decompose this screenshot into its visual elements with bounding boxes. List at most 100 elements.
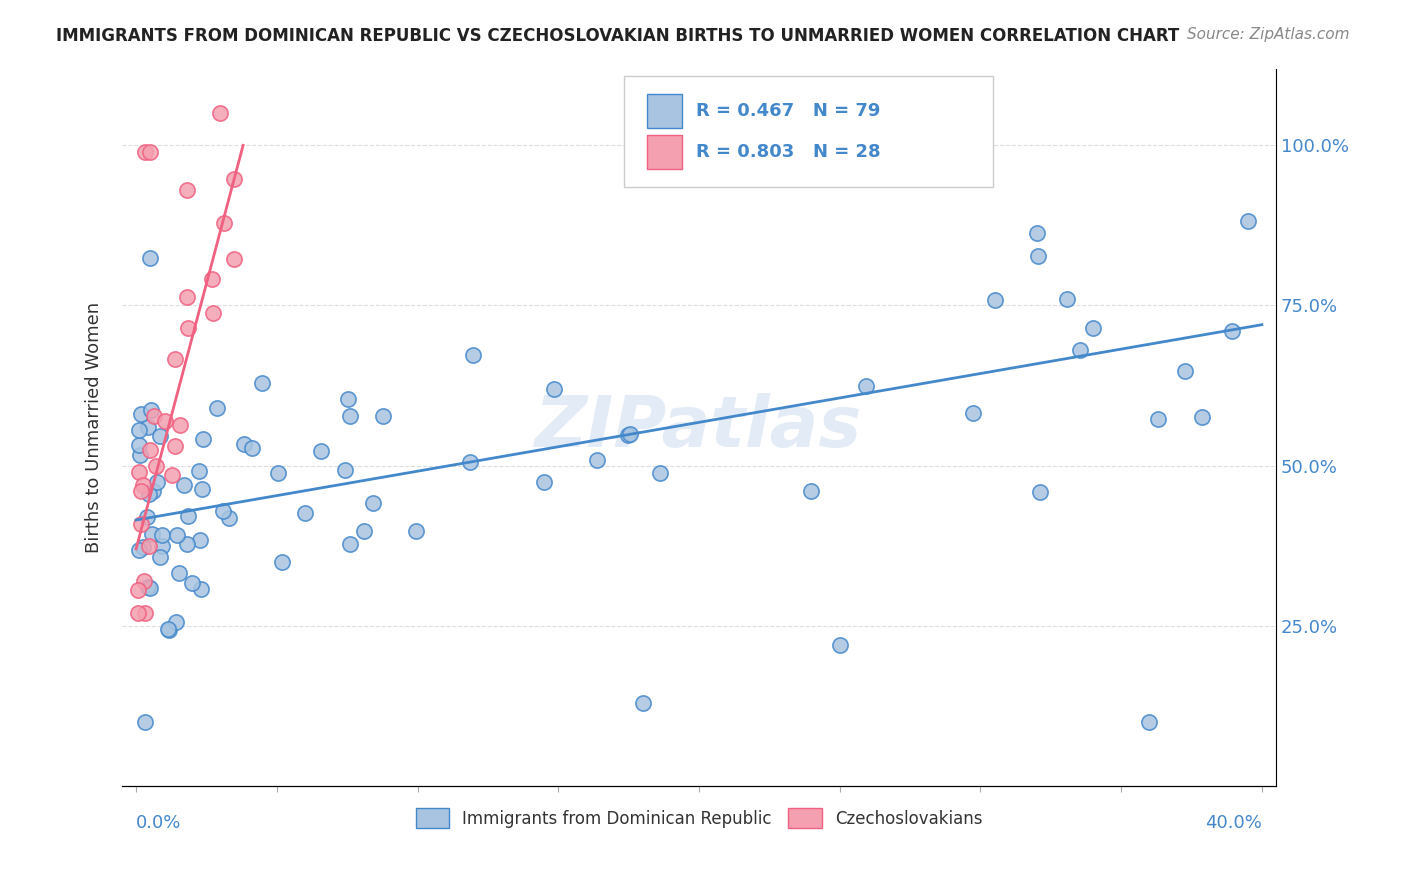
Point bbox=[165, 615, 187, 629]
Point bbox=[143, 409, 166, 424]
Point bbox=[211, 504, 233, 518]
Point bbox=[145, 459, 167, 474]
Point bbox=[176, 290, 198, 304]
Point bbox=[222, 252, 245, 267]
Text: R = 0.467   N = 79: R = 0.467 N = 79 bbox=[696, 102, 880, 120]
Text: ZIPatlas: ZIPatlas bbox=[536, 392, 863, 462]
Point bbox=[190, 533, 212, 548]
Point bbox=[1069, 343, 1091, 358]
Point bbox=[648, 467, 671, 481]
Point bbox=[828, 638, 851, 652]
Y-axis label: Births to Unmarried Women: Births to Unmarried Women bbox=[86, 301, 103, 553]
Point bbox=[339, 537, 361, 551]
Point bbox=[405, 524, 427, 538]
Text: R = 0.803   N = 28: R = 0.803 N = 28 bbox=[696, 143, 880, 161]
Point bbox=[173, 478, 195, 492]
Point bbox=[128, 543, 150, 558]
Point bbox=[157, 623, 180, 637]
Point bbox=[157, 623, 180, 637]
Point bbox=[617, 428, 640, 442]
Point bbox=[129, 483, 152, 498]
Point bbox=[335, 463, 357, 477]
Point bbox=[1026, 249, 1049, 263]
Point bbox=[1220, 324, 1243, 338]
Point bbox=[855, 378, 877, 392]
Point bbox=[631, 696, 654, 710]
Point bbox=[134, 574, 156, 588]
Point bbox=[135, 509, 157, 524]
Point bbox=[134, 715, 156, 730]
Point bbox=[201, 272, 224, 286]
Point bbox=[1029, 484, 1052, 499]
Point bbox=[361, 495, 384, 509]
Point bbox=[1236, 213, 1258, 227]
Point bbox=[800, 484, 823, 499]
Point bbox=[201, 306, 224, 320]
Point bbox=[149, 549, 172, 564]
Point bbox=[149, 428, 172, 442]
Point bbox=[533, 475, 555, 489]
Point bbox=[224, 172, 246, 186]
Point bbox=[138, 539, 160, 553]
Point bbox=[191, 432, 214, 446]
Point bbox=[138, 486, 160, 500]
Point bbox=[962, 406, 984, 420]
Point bbox=[250, 376, 273, 391]
Point bbox=[136, 420, 159, 434]
Point bbox=[1191, 410, 1213, 425]
Point bbox=[336, 392, 359, 406]
Point bbox=[129, 516, 152, 531]
FancyBboxPatch shape bbox=[647, 135, 682, 169]
Point bbox=[180, 575, 202, 590]
Point bbox=[139, 252, 162, 266]
Point bbox=[214, 215, 236, 229]
Point bbox=[543, 382, 565, 396]
Point bbox=[139, 442, 162, 457]
Point bbox=[188, 463, 211, 477]
Point bbox=[127, 606, 149, 620]
Point bbox=[177, 508, 200, 523]
Point bbox=[458, 455, 481, 469]
Point bbox=[984, 293, 1007, 307]
Point bbox=[128, 465, 150, 479]
Point bbox=[311, 444, 333, 458]
Point bbox=[294, 506, 316, 520]
FancyBboxPatch shape bbox=[647, 94, 682, 128]
Point bbox=[165, 352, 187, 367]
Point bbox=[150, 539, 173, 553]
Point bbox=[136, 580, 159, 594]
Point bbox=[271, 555, 294, 569]
Legend: Immigrants from Dominican Republic, Czechoslovakians: Immigrants from Dominican Republic, Czec… bbox=[409, 801, 990, 835]
Point bbox=[176, 183, 198, 197]
Point bbox=[129, 448, 152, 462]
Point bbox=[461, 348, 484, 362]
Point bbox=[129, 407, 152, 421]
Point bbox=[127, 583, 149, 598]
Point bbox=[207, 401, 229, 415]
Point bbox=[208, 106, 231, 120]
Point bbox=[1056, 292, 1078, 306]
Text: 0.0%: 0.0% bbox=[136, 814, 181, 832]
Point bbox=[371, 409, 394, 423]
Point bbox=[619, 426, 641, 441]
Text: IMMIGRANTS FROM DOMINICAN REPUBLIC VS CZECHOSLOVAKIAN BIRTHS TO UNMARRIED WOMEN : IMMIGRANTS FROM DOMINICAN REPUBLIC VS CZ… bbox=[56, 27, 1180, 45]
Point bbox=[1137, 714, 1160, 729]
Point bbox=[128, 438, 150, 452]
Point bbox=[150, 528, 173, 542]
Point bbox=[266, 466, 288, 480]
Point bbox=[1083, 321, 1105, 335]
Point bbox=[167, 566, 190, 581]
Point bbox=[163, 439, 186, 453]
Point bbox=[1174, 364, 1197, 378]
Point bbox=[1147, 412, 1170, 426]
Point bbox=[233, 437, 256, 451]
Point bbox=[191, 482, 214, 496]
Point bbox=[139, 402, 162, 417]
Point bbox=[190, 582, 212, 596]
FancyBboxPatch shape bbox=[624, 76, 993, 186]
Point bbox=[139, 581, 162, 595]
Point bbox=[339, 409, 361, 423]
Point bbox=[132, 540, 155, 554]
Point bbox=[176, 537, 198, 551]
Point bbox=[586, 453, 609, 467]
